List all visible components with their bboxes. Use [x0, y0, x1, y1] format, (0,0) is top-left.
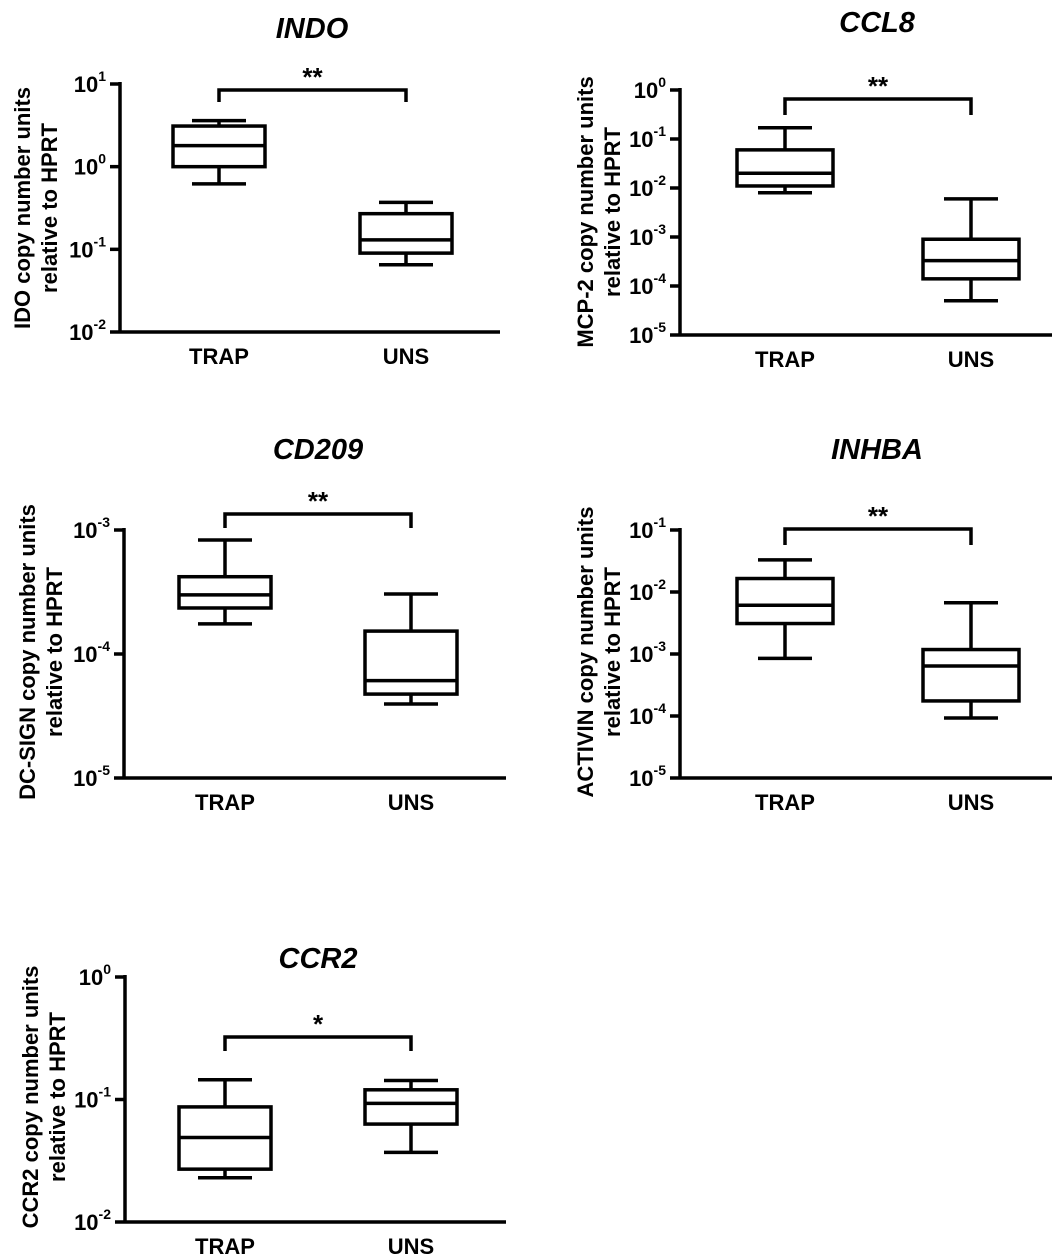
box-uns	[921, 601, 1021, 720]
x-tick-label: TRAP	[195, 1234, 255, 1256]
chart-panel-ccr2: CCR2 CCR2 copy number unitsrelative to HP…	[18, 943, 506, 1256]
chart-panel-cd209: CD209 DC-SIGN copy number unitsrelative t…	[15, 434, 506, 815]
x-tick-label: UNS	[383, 344, 429, 369]
y-tick-label: 10-1	[629, 123, 666, 152]
box-uns	[921, 197, 1021, 303]
significance-bracket	[783, 527, 973, 545]
y-axis-label: MCP-2 copy number unitsrelative to HPRT	[573, 76, 625, 347]
chart-title: CD209	[273, 434, 363, 466]
significance-label: **	[868, 71, 889, 101]
chart-title: CCL8	[839, 7, 916, 39]
significance-label: **	[868, 501, 889, 531]
significance-bracket	[217, 88, 408, 102]
y-tick-label: 10-2	[69, 316, 106, 345]
iqr-box	[735, 148, 835, 188]
x-tick-label: TRAP	[755, 347, 815, 372]
chart-title: INHBA	[831, 434, 923, 466]
significance-bracket	[223, 512, 413, 528]
iqr-box	[735, 576, 835, 626]
y-axis-label: IDO copy number unitsrelative to HPRT	[10, 87, 62, 329]
y-axis-label: ACTIVIN copy number unitsrelative to HPR…	[573, 507, 625, 798]
significance-label: **	[302, 62, 323, 92]
iqr-box	[358, 211, 454, 255]
y-tick-label: 10-5	[629, 319, 666, 348]
x-tick-label: TRAP	[189, 344, 249, 369]
significance-bracket	[783, 97, 973, 115]
significance-label: *	[313, 1009, 324, 1039]
y-tick-label: 10-1	[74, 1084, 111, 1113]
y-tick-label: 10-4	[629, 270, 666, 299]
box-trap	[177, 538, 273, 626]
y-tick-label: 101	[74, 68, 106, 97]
box-uns	[363, 1078, 459, 1155]
chart-panel-indo: INDO IDO copy number unitsrelative to HPR…	[10, 13, 500, 369]
x-tick-label: TRAP	[195, 790, 255, 815]
iqr-box	[177, 574, 273, 610]
y-tick-label: 10-2	[629, 172, 666, 201]
y-tick-label: 10-5	[73, 762, 110, 791]
box-uns	[358, 200, 454, 267]
x-tick-label: UNS	[388, 1234, 434, 1256]
y-tick-label: 10-4	[629, 700, 666, 729]
y-tick-label: 10-2	[74, 1206, 111, 1235]
iqr-box	[921, 647, 1021, 703]
y-axis-label: DC-SIGN copy number unitsrelative to HPR…	[15, 504, 67, 800]
x-tick-label: UNS	[388, 790, 434, 815]
y-tick-label: 10-2	[629, 576, 666, 605]
y-tick-label: 10-1	[69, 233, 106, 262]
chart-panel-ccl8: CCL8 MCP-2 copy number unitsrelative to H…	[573, 7, 1052, 372]
box-trap	[177, 1077, 273, 1180]
y-tick-label: 10-3	[629, 221, 666, 250]
y-tick-label: 10-3	[73, 514, 110, 543]
y-tick-label: 10-4	[73, 638, 110, 667]
y-tick-label: 10-3	[629, 638, 666, 667]
y-tick-label: 100	[634, 74, 666, 103]
significance-label: **	[308, 486, 329, 516]
chart-title: CCR2	[279, 943, 358, 975]
x-tick-label: TRAP	[755, 790, 815, 815]
chart-panel-inhba: INHBA ACTIVIN copy number unitsrelative t…	[573, 434, 1052, 815]
y-tick-label: 10-5	[629, 762, 666, 791]
x-tick-label: UNS	[948, 347, 994, 372]
y-tick-label: 100	[74, 151, 106, 180]
y-tick-label: 10-1	[629, 514, 666, 543]
iqr-box	[363, 1088, 459, 1126]
significance-bracket	[223, 1035, 413, 1051]
chart-title: INDO	[276, 13, 349, 45]
x-tick-label: UNS	[948, 790, 994, 815]
box-uns	[363, 592, 459, 706]
box-trap	[735, 125, 835, 195]
box-trap	[171, 118, 267, 186]
box-trap	[735, 558, 835, 661]
y-tick-label: 100	[79, 961, 111, 990]
y-axis-label: CCR2 copy number unitsrelative to HPRT	[18, 966, 70, 1229]
iqr-box	[363, 629, 459, 696]
